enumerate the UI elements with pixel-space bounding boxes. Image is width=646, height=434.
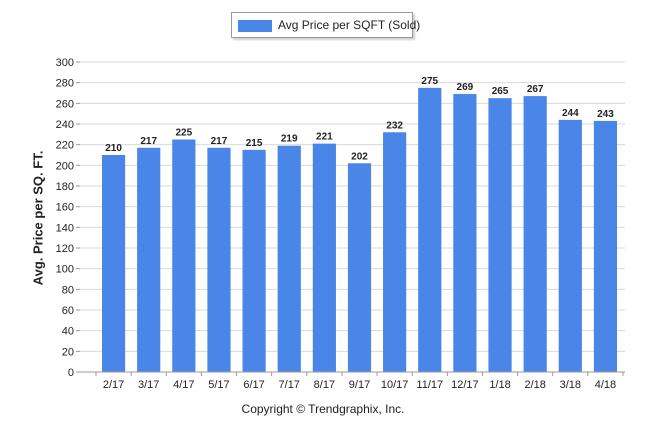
y-tick-label: 100 xyxy=(56,264,74,276)
legend-swatch xyxy=(238,20,272,32)
bar xyxy=(277,145,301,372)
x-tick-label: 6/17 xyxy=(243,379,264,391)
data-label: 275 xyxy=(421,76,438,87)
y-tick-label: 220 xyxy=(56,140,74,152)
x-tick-label: 2/17 xyxy=(103,379,124,391)
bar xyxy=(523,96,547,372)
x-tick-label: 1/18 xyxy=(489,379,510,391)
bar xyxy=(383,132,407,372)
legend-label: Avg Price per SQFT (Sold) xyxy=(278,18,421,32)
y-tick-label: 80 xyxy=(62,284,74,296)
data-label: 221 xyxy=(316,132,333,143)
y-tick-label: 280 xyxy=(56,78,74,90)
bar xyxy=(242,149,266,372)
data-label: 244 xyxy=(562,108,579,119)
bar xyxy=(558,119,582,372)
bar xyxy=(418,87,442,372)
x-tick-label: 2/18 xyxy=(524,379,545,391)
data-label: 243 xyxy=(597,109,614,120)
y-tick-label: 260 xyxy=(56,98,74,110)
y-tick-label: 120 xyxy=(56,243,74,255)
bar xyxy=(453,94,477,373)
data-label: 265 xyxy=(492,86,509,97)
y-tick-label: 140 xyxy=(56,222,74,234)
bar xyxy=(488,98,512,373)
y-tick-label: 20 xyxy=(62,346,74,358)
x-tick-label: 12/17 xyxy=(451,379,479,391)
data-label: 269 xyxy=(457,82,474,93)
y-tick-label: 200 xyxy=(56,160,74,172)
data-label: 217 xyxy=(140,136,157,147)
data-labels: 210 217 225 217 215 219 221 202 232 275 269 265 267 2… xyxy=(105,76,614,162)
x-tick-label: 5/17 xyxy=(208,379,229,391)
y-axis-ticks: 0 20 40 60 80 100 120 140 160 180 200 220 240 260 280 3… xyxy=(56,57,80,379)
y-tick-label: 40 xyxy=(62,326,74,338)
bar xyxy=(101,155,126,372)
x-tick-label: 10/17 xyxy=(381,379,409,391)
y-axis-title: Avg. Price per SQ. FT. xyxy=(30,150,46,286)
y-tick-label: 160 xyxy=(56,202,74,214)
bar xyxy=(137,147,161,372)
x-tick-label: 7/17 xyxy=(279,379,300,391)
data-label: 202 xyxy=(351,151,368,162)
bar xyxy=(207,147,231,372)
y-tick-label: 0 xyxy=(68,367,74,379)
x-tick-label: 3/18 xyxy=(560,379,581,391)
data-label: 219 xyxy=(281,134,298,145)
bar xyxy=(347,163,372,372)
data-label: 267 xyxy=(527,84,544,95)
x-tick-label: 8/17 xyxy=(314,379,335,391)
data-label: 232 xyxy=(386,120,403,131)
data-label: 225 xyxy=(175,128,192,139)
x-tick-label: 4/18 xyxy=(595,379,616,391)
bar xyxy=(312,143,336,372)
x-tick-label: 4/17 xyxy=(173,379,194,391)
data-label: 215 xyxy=(246,138,263,149)
y-tick-label: 240 xyxy=(56,119,74,131)
x-tick-label: 11/17 xyxy=(416,379,443,391)
data-label: 217 xyxy=(211,136,228,147)
x-axis-ticks: 2/17 3/17 4/17 5/17 6/17 7/17 8/17 9/17 10/17 11/… xyxy=(95,372,624,391)
bar xyxy=(172,139,196,372)
y-tick-label: 60 xyxy=(62,305,74,317)
y-tick-label: 300 xyxy=(56,57,74,69)
x-tick-label: 9/17 xyxy=(349,379,370,391)
x-tick-label: 3/17 xyxy=(138,379,159,391)
bar xyxy=(593,120,618,373)
legend: Avg Price per SQFT (Sold) xyxy=(231,12,420,38)
y-tick-label: 180 xyxy=(56,181,74,193)
copyright-text: Copyright © Trendgraphix, Inc. xyxy=(241,402,405,416)
data-label: 210 xyxy=(105,143,122,154)
bars xyxy=(101,87,618,373)
